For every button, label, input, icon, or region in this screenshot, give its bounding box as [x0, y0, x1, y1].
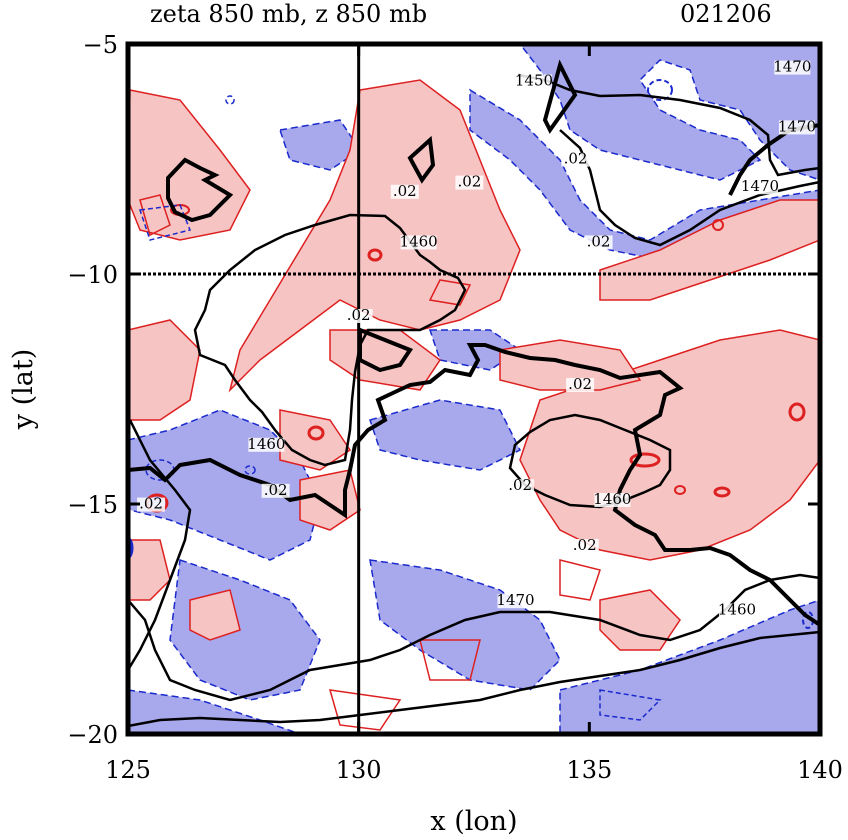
height-contour-label: 1460 [718, 600, 756, 618]
plot-frame [125, 41, 823, 737]
blue-loop [647, 79, 673, 101]
chart-date-label: 021206 [680, 0, 772, 28]
height-contour-label-background [778, 120, 815, 135]
y-axis-ticks: −5 −10 −15 −20 [67, 31, 820, 749]
height-contour-label-background [400, 235, 437, 250]
height-contour-label-background [248, 437, 285, 452]
zeta-contour-label-background [584, 235, 613, 250]
zeta-contour-label-background [455, 175, 484, 190]
red-loop [328, 689, 402, 731]
height-contour-1460-main [193, 213, 467, 467]
blue-loop [128, 536, 134, 560]
y-axis-label: y (lat) [8, 349, 39, 431]
x-axis-ticks: 125 130 135 140 [105, 44, 843, 784]
zeta-contour-label: .02 [264, 481, 288, 499]
red-loop [788, 402, 806, 422]
height-contour-label: 1460 [247, 435, 285, 453]
negative-region-south-east [559, 599, 820, 734]
coastline-north-australia [128, 343, 820, 627]
zeta-contour-label: .02 [508, 476, 532, 494]
zeta-contour-label: .02 [568, 375, 592, 393]
red-loop [419, 639, 481, 681]
height-contour-label-background [742, 180, 779, 195]
red-loop [367, 248, 383, 262]
positive-region-south [599, 589, 681, 651]
coastline-island-north [407, 135, 436, 184]
height-contour-labels: 1460 1460 1460 1460 1470 1470 1470 1470 1450 [247, 58, 816, 619]
blue-loop [244, 465, 256, 475]
red-loop [307, 425, 325, 441]
zeta-contour-label-background [137, 497, 166, 512]
negative-region-upper-left [279, 119, 362, 171]
red-loop [629, 452, 661, 468]
positive-region-southwest [128, 539, 171, 601]
zeta-contour-labels: .02 .02 .02 .02 .02 .02 .02 .02 .02 .02 [137, 150, 613, 554]
zeta-contour-label: .02 [564, 150, 588, 168]
blue-loop [138, 204, 192, 241]
x-tick-label: 135 [566, 756, 612, 784]
red-loop [559, 559, 601, 601]
red-loop [674, 485, 686, 495]
positive-region-west [128, 319, 201, 421]
height-contour-label-background [497, 594, 534, 609]
red-loop [139, 194, 171, 237]
red-loop [712, 219, 724, 231]
height-contour-label-background [594, 493, 631, 507]
zeta-contour-label: .02 [139, 495, 163, 513]
height-contour-upper-right [517, 73, 820, 177]
y-tick-label: −5 [83, 31, 118, 59]
zeta-contour-label-background [344, 309, 373, 323]
zeta-contour-label-background [506, 479, 535, 494]
height-contour-label: 1460 [400, 232, 438, 250]
zeta-contour-label-background [261, 483, 290, 498]
blue-loop [599, 689, 662, 721]
height-contour-label: 1460 [593, 490, 631, 508]
zeta-contour-label: .02 [587, 232, 611, 250]
chart-title: zeta 850 mb, z 850 mb [150, 0, 427, 28]
zeta-contour-label-background [561, 152, 590, 167]
height-contour-lower [128, 630, 820, 728]
x-tick-label: 140 [797, 756, 843, 784]
zeta-contour-label-background [390, 184, 419, 199]
y-tick-label: −20 [67, 721, 118, 749]
plot-content: 1460 1460 1460 1460 1470 1470 1470 1470 1450 .02… [128, 44, 820, 734]
zeta-contour-label: .02 [393, 182, 417, 200]
zeta-contour-label: .02 [347, 306, 371, 324]
height-contour-label: 1470 [778, 117, 816, 135]
height-contour-label: 1470 [741, 177, 779, 195]
height-contour-label: 1470 [496, 591, 534, 609]
y-tick-label: −10 [67, 261, 118, 289]
positive-region-far-southwest [189, 589, 241, 641]
blue-loop [225, 95, 235, 105]
zeta-contour-label: .02 [457, 173, 481, 191]
height-contour-label-background [515, 74, 552, 89]
height-contour-1460-east [508, 413, 672, 509]
negative-region-northeast [519, 44, 820, 181]
zeta-contour-label-background [570, 539, 599, 553]
zeta-contour-label-background [566, 378, 595, 392]
height-contour-label: 1470 [773, 58, 811, 76]
negative-region-south-center [369, 559, 561, 691]
height-contour-label-background [774, 60, 811, 75]
positive-region-northwest [128, 89, 251, 241]
y-tick-label: −15 [67, 491, 118, 519]
negative-region-center [369, 399, 522, 471]
coastline-timor [166, 157, 234, 223]
height-contour-west [128, 419, 192, 671]
coastline-island-northeast [542, 59, 578, 134]
height-contour-label-background [718, 603, 755, 618]
height-contour-label: 1450 [515, 71, 553, 89]
negative-region-bottom-left [128, 689, 301, 734]
zeta-contour-label: .02 [573, 536, 597, 554]
red-loop [713, 486, 731, 498]
x-tick-label: 125 [105, 756, 151, 784]
x-tick-label: 130 [336, 756, 382, 784]
height-contour-north-east [559, 129, 820, 247]
x-axis-label: x (lon) [430, 806, 517, 837]
